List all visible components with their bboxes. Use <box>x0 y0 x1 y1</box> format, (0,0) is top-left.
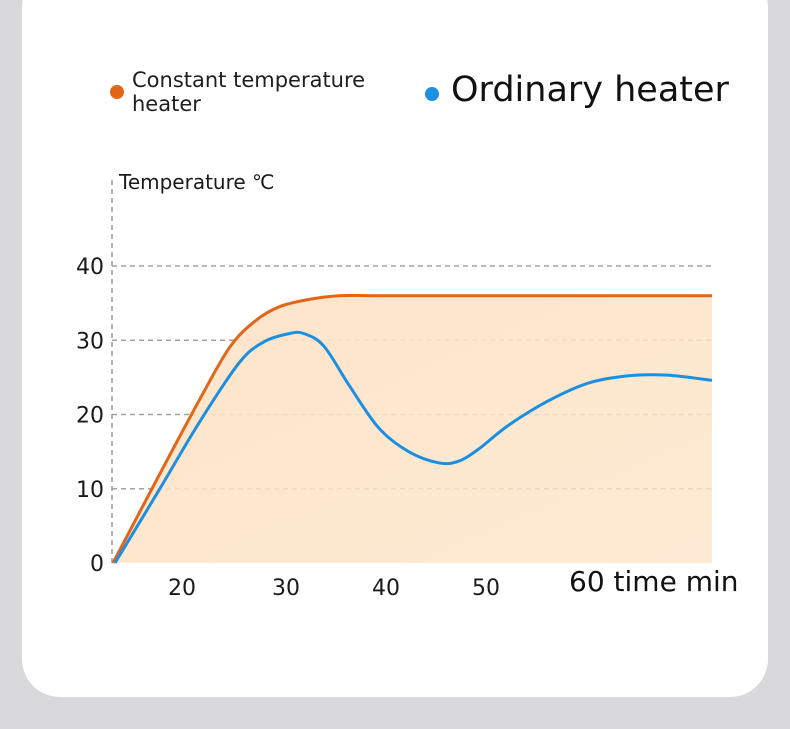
y-tick-label: 20 <box>76 404 104 429</box>
x-tick-label: 50 <box>472 576 500 601</box>
x-tick-label: 20 <box>168 576 196 601</box>
x-tick-labels: 20 30 40 50 <box>168 576 500 601</box>
x-tick-label: 40 <box>372 576 400 601</box>
y-tick-labels: 0 10 20 30 40 <box>76 255 104 577</box>
legend-item-ordinary-heater: Ordinary heater <box>425 70 729 110</box>
y-tick-label: 0 <box>90 552 104 577</box>
line-constant-temperature-heater <box>111 293 712 564</box>
y-axis-label: Temperature ℃ <box>118 170 275 194</box>
legend-label-ordinary-heater: Ordinary heater <box>451 70 729 110</box>
x-tick-label: 30 <box>272 576 300 601</box>
y-tick-label: 30 <box>76 329 104 354</box>
area-fill <box>113 295 712 563</box>
x-axis-label: 60 time min <box>569 565 739 598</box>
y-tick-label: 40 <box>76 255 104 280</box>
legend: Constant temperature heater Ordinary hea… <box>0 0 790 140</box>
line-ordinary-heater <box>113 330 713 564</box>
legend-label-constant-temperature-heater: Constant temperature heater <box>132 68 366 116</box>
legend-dot-orange <box>110 85 124 99</box>
y-tick-label: 10 <box>76 478 104 503</box>
legend-item-constant-temperature-heater: Constant temperature heater <box>110 68 400 116</box>
legend-dot-blue <box>425 87 439 101</box>
